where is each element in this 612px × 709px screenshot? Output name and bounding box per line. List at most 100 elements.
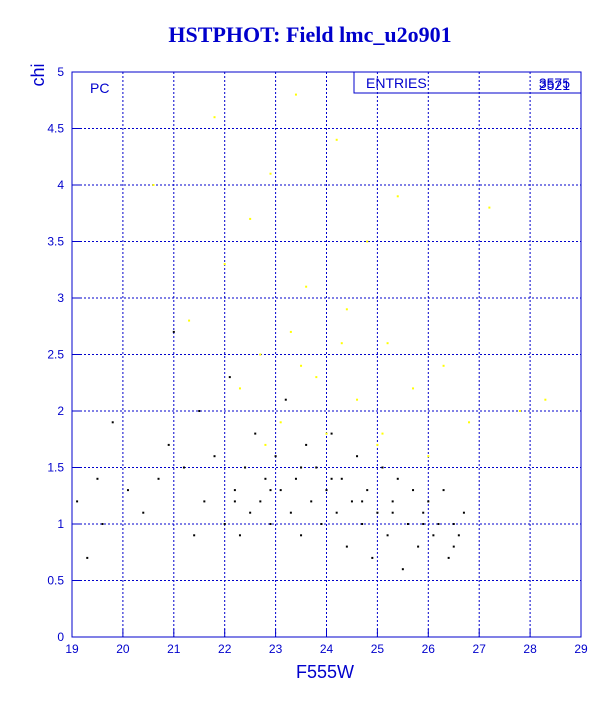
y-tick-label: 1 (57, 517, 64, 531)
point (366, 489, 369, 492)
point (406, 523, 409, 525)
y-tick-label: 3 (57, 291, 64, 305)
point (284, 398, 287, 401)
x-tick-label: 29 (574, 642, 588, 656)
point (249, 511, 252, 514)
y-tick-label: 2 (57, 404, 64, 418)
y-tick-label: 0 (57, 630, 64, 644)
point (386, 534, 389, 537)
point (452, 523, 455, 525)
point (279, 489, 282, 492)
point (294, 477, 297, 480)
point (269, 489, 272, 492)
point (361, 500, 364, 503)
x-tick-label: 27 (473, 642, 487, 656)
point (412, 489, 415, 492)
point (269, 172, 272, 175)
point (188, 319, 191, 322)
point (391, 500, 394, 503)
point (300, 364, 303, 367)
point (193, 534, 196, 537)
point (294, 93, 297, 96)
point (386, 342, 389, 345)
point (422, 523, 425, 525)
point (310, 500, 313, 503)
point (340, 342, 343, 345)
point (320, 523, 323, 525)
point (381, 432, 384, 435)
point (157, 477, 160, 480)
point (361, 523, 364, 525)
point (228, 376, 231, 379)
point (325, 489, 328, 492)
point (96, 477, 99, 480)
x-tick-label: 23 (269, 642, 283, 656)
point (330, 432, 333, 435)
point (167, 443, 170, 446)
point (238, 534, 241, 537)
point (213, 116, 216, 119)
x-tick-label: 26 (422, 642, 436, 656)
point (381, 466, 384, 469)
point (325, 432, 328, 435)
point (401, 568, 404, 571)
point (249, 217, 252, 220)
x-tick-label: 20 (116, 642, 130, 656)
point (264, 443, 267, 446)
point (198, 410, 201, 412)
point (203, 500, 206, 503)
point (345, 545, 348, 548)
y-tick-label: 0.5 (47, 574, 64, 588)
point (356, 398, 359, 401)
annotation: PC (90, 80, 109, 96)
point (376, 511, 379, 514)
point (422, 511, 425, 514)
point (396, 477, 399, 480)
point (269, 523, 272, 525)
point (345, 308, 348, 311)
y-axis-label: chi (28, 63, 48, 86)
point (279, 421, 282, 424)
point (254, 432, 257, 435)
point (300, 534, 303, 537)
point (315, 466, 318, 469)
point (391, 511, 394, 514)
chart-title: HSTPHOT: Field lmc_u2o901 (168, 22, 451, 47)
y-tick-label: 1.5 (47, 461, 64, 475)
point (437, 523, 440, 525)
point (356, 455, 359, 458)
x-tick-label: 19 (65, 642, 79, 656)
x-tick-label: 24 (320, 642, 334, 656)
point (442, 364, 445, 367)
point (315, 376, 318, 379)
stats-value: 2521 (539, 77, 570, 93)
point (417, 545, 420, 548)
point (371, 556, 374, 559)
point (452, 545, 455, 548)
point (518, 410, 521, 412)
point (172, 330, 175, 333)
point (488, 206, 491, 209)
point (223, 263, 226, 266)
y-tick-label: 4 (57, 178, 64, 192)
point (223, 523, 226, 525)
point (340, 477, 343, 480)
point (442, 489, 445, 492)
point (152, 184, 155, 186)
point (101, 523, 104, 525)
y-tick-label: 5 (57, 65, 64, 79)
y-tick-label: 4.5 (47, 122, 64, 136)
point (412, 387, 415, 390)
point (76, 500, 79, 503)
point (447, 556, 450, 559)
point (457, 534, 460, 537)
point (289, 330, 292, 333)
y-tick-label: 2.5 (47, 348, 64, 362)
point (233, 500, 236, 503)
point (182, 466, 185, 469)
plot-frame (71, 71, 582, 638)
point (142, 511, 145, 514)
x-tick-label: 22 (218, 642, 232, 656)
x-tick-label: 21 (167, 642, 181, 656)
